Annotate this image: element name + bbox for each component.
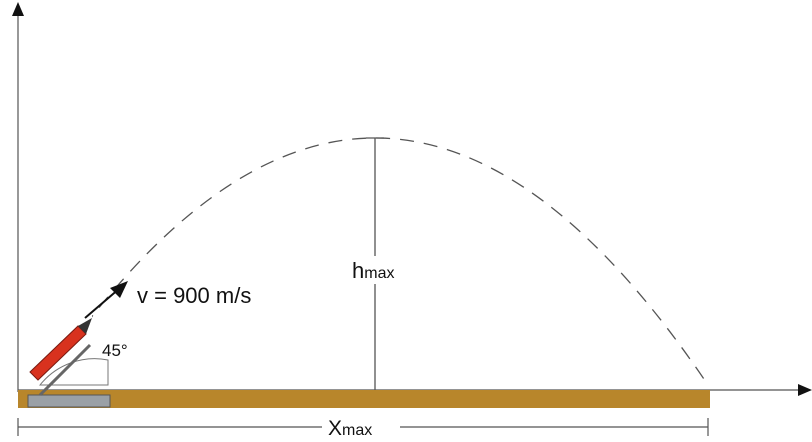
projectile-diagram: hmax v = 900 m/s 45° Xmax xyxy=(0,0,812,437)
height-subscript: max xyxy=(364,265,394,282)
page: hmax v = 900 m/s 45° Xmax (() => { const… xyxy=(0,0,812,437)
height-symbol: h xyxy=(352,258,364,283)
velocity-label: v = 900 m/s xyxy=(137,283,251,308)
y-axis-arrow xyxy=(12,2,24,16)
ground xyxy=(18,390,710,408)
x-axis-arrow xyxy=(798,384,812,396)
range-subscript: max xyxy=(342,422,372,437)
angle-label: 45° xyxy=(102,341,128,360)
range-symbol: X xyxy=(328,417,342,437)
launcher-base xyxy=(28,395,110,407)
rocket xyxy=(30,326,86,380)
